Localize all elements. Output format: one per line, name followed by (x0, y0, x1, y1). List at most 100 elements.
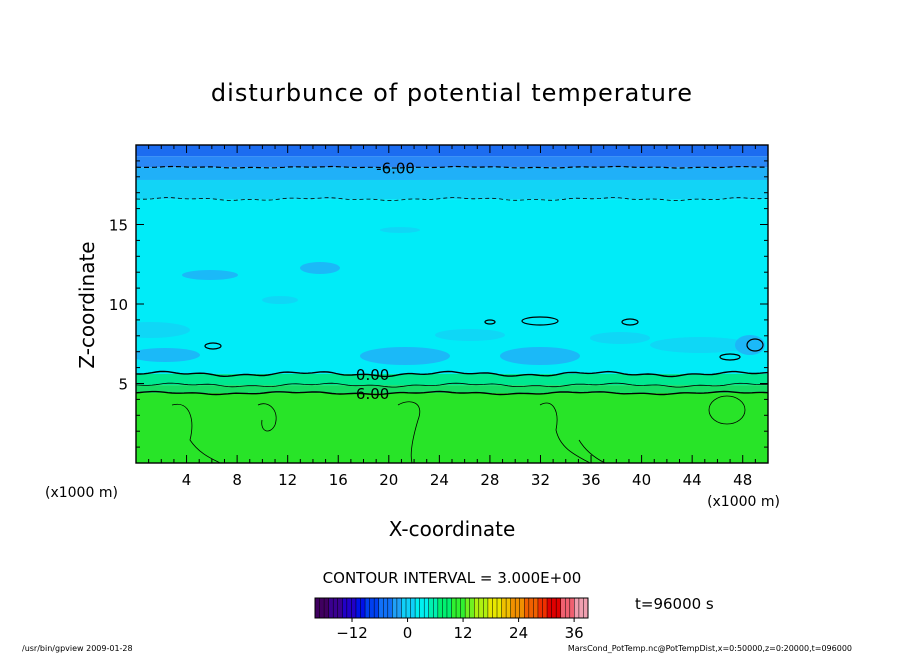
colorbar-cell-24 (424, 598, 430, 618)
y-tick-labels: 5 10 15 (109, 217, 128, 394)
colorbar-cell-3 (328, 598, 334, 618)
contour-ring-0 (521, 316, 559, 326)
colorbar-cell-49 (537, 598, 543, 618)
colorbar-cell-34 (469, 598, 475, 618)
colorbar-cell-33 (465, 598, 470, 618)
colorbar-cell-41 (501, 598, 507, 618)
x-tick-label-40: 40 (632, 471, 651, 489)
shading-patch-1 (136, 348, 200, 362)
contour-ring-4 (719, 353, 741, 361)
colorbar-cell-12 (369, 598, 375, 618)
colorbar-cell-38 (487, 598, 493, 618)
colorbar-cell-4 (333, 598, 339, 618)
colorbar-cell-7 (346, 598, 352, 618)
colorbar-cell-16 (387, 598, 393, 618)
shading-patch-3 (300, 262, 340, 274)
colorbar-cell-15 (383, 598, 389, 618)
x-tick-label-28: 28 (480, 471, 499, 489)
contour-label-2: 6.00 (356, 385, 389, 403)
contour-labels: -6.00 0.006.00 (356, 159, 415, 403)
contour-label-0: -6.00 (376, 159, 415, 177)
x-tick-label-32: 32 (531, 471, 550, 489)
contour-plume-2 (397, 401, 421, 463)
contour-interval-label: CONTOUR INTERVAL = 3.000E+00 (323, 569, 582, 587)
x-unit-right: (x1000 m) (707, 494, 780, 510)
shading-patches (136, 227, 765, 365)
contour-plus3 (136, 382, 768, 388)
x-unit-left: (x1000 m) (45, 485, 118, 501)
shading-patch-4 (360, 347, 450, 365)
colorbar-frame (314, 597, 589, 619)
colorbar-cell-45 (519, 598, 525, 618)
colorbar-tick-label-24: 24 (509, 624, 528, 642)
contour-plus6 (136, 390, 768, 396)
colorbar-cell-57 (574, 598, 580, 618)
colorbar-cell-6 (342, 598, 348, 618)
colorbar-cell-2 (324, 598, 329, 618)
colorbar-cell-48 (533, 598, 539, 618)
shading-patch-10 (262, 296, 298, 304)
colorbar-cell-43 (510, 598, 516, 618)
colorbar-cell-23 (419, 598, 425, 618)
shading-patch-9 (735, 335, 765, 355)
colorbar-cell-50 (542, 598, 548, 618)
colorbar-cell-9 (355, 598, 361, 618)
contour-ring-1 (621, 318, 639, 326)
colorbar-cell-40 (497, 598, 502, 618)
x-tick-label-4: 4 (182, 471, 192, 489)
y-axis-label: Z-coordinate (75, 241, 99, 368)
band-2 (136, 167, 768, 180)
contour-plume-3 (539, 402, 591, 463)
colorbar-cell-19 (401, 598, 407, 618)
colorbar-cell-58 (578, 598, 584, 618)
colorbar-cell-17 (392, 598, 398, 618)
chart-title: disturbunce of potential temperature (211, 79, 693, 107)
x-tick-label-36: 36 (581, 471, 600, 489)
colorbar-cell-21 (410, 598, 416, 618)
plot-area (136, 145, 768, 463)
colorbar-cell-37 (483, 598, 489, 618)
contour-zero (136, 370, 768, 378)
colorbar-tick-label--12: −12 (336, 624, 368, 642)
footer-right: MarsCond_PotTemp.nc@PotTempDist,x=0:5000… (568, 644, 852, 653)
shading-patch-0 (136, 322, 190, 338)
x-tick-label-44: 44 (683, 471, 702, 489)
x-tick-label-8: 8 (232, 471, 242, 489)
band-0 (136, 145, 768, 157)
shading-patch-2 (182, 270, 238, 280)
colorbar (314, 597, 589, 622)
y-tick-label-15: 15 (109, 217, 128, 235)
colorbar-cell-35 (474, 598, 480, 618)
x-tick-label-20: 20 (379, 471, 398, 489)
colorbar-cell-1 (319, 598, 325, 618)
colorbar-cell-10 (360, 598, 366, 618)
shading-patch-7 (590, 332, 650, 344)
colorbar-cell-51 (547, 598, 552, 618)
shading-patch-5 (500, 347, 580, 365)
contour-ring-3 (484, 319, 496, 325)
colorbar-cell-46 (524, 598, 530, 618)
x-tick-label-24: 24 (430, 471, 449, 489)
x-tick-label-16: 16 (329, 471, 348, 489)
contour-minus6 (136, 165, 768, 169)
colorbar-cell-11 (365, 598, 370, 618)
y-tick-label-10: 10 (109, 296, 128, 314)
footer-left: /usr/bin/gpview 2009-01-28 (22, 644, 133, 653)
x-tick-label-12: 12 (278, 471, 297, 489)
x-axis-label: X-coordinate (389, 517, 516, 541)
band-7 (136, 393, 768, 463)
contour-ring-5 (746, 338, 764, 352)
colorbar-cell-36 (478, 598, 484, 618)
colorbar-cell-47 (528, 598, 534, 618)
colorbar-cell-27 (437, 598, 443, 618)
colorbar-tick-labels: −12 0 12 24 36 (336, 624, 583, 642)
time-label: t=96000 s (635, 595, 714, 613)
colorbar-cell-14 (378, 598, 384, 618)
colorbar-cell-39 (492, 598, 498, 618)
colorbar-cell-55 (565, 598, 571, 618)
colorbar-tick-label-12: 12 (454, 624, 473, 642)
colorbar-cell-5 (337, 598, 343, 618)
colorbar-cell-28 (442, 598, 448, 618)
colorbar-cell-29 (446, 598, 452, 618)
